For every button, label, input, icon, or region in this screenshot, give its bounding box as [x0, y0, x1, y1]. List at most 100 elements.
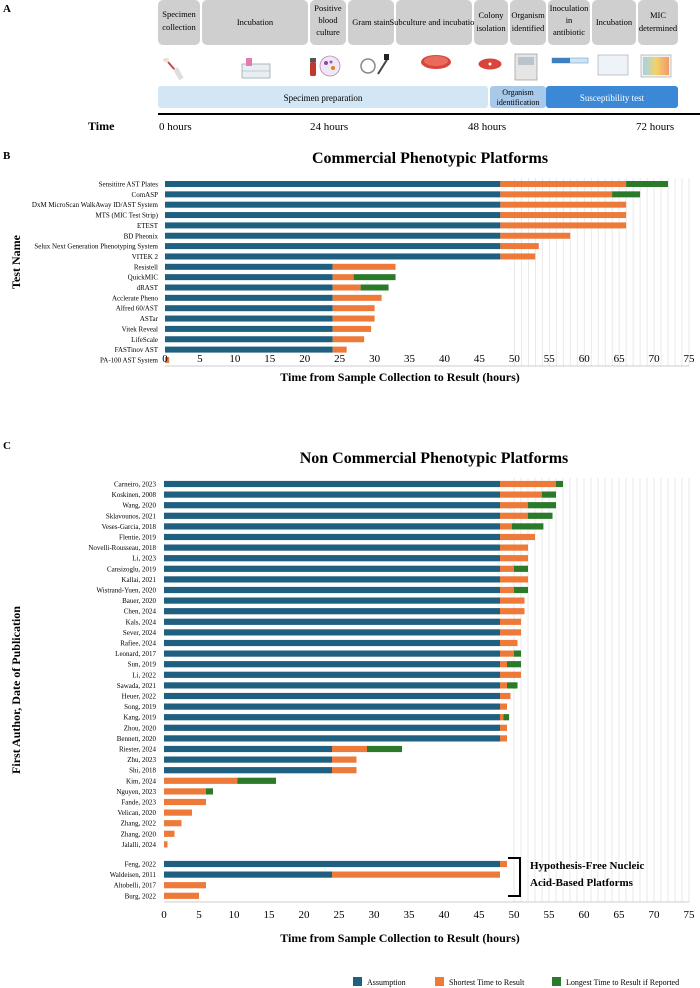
category-label: Leonard, 2017 — [115, 650, 156, 658]
panel-b-label: B — [3, 150, 11, 162]
bar-assumption — [165, 346, 333, 353]
bar-assumption — [165, 336, 333, 343]
category-label: Sklavounos, 2021 — [106, 512, 157, 520]
bar-shortest — [332, 315, 375, 322]
panel-c-label: C — [3, 440, 11, 452]
x-tick-label: 20 — [299, 353, 311, 365]
bar-shortest — [164, 841, 168, 848]
chart-b-ylabel: Test Name — [9, 234, 23, 289]
bar-assumption — [165, 243, 501, 250]
bar-shortest — [332, 263, 396, 270]
x-tick-label: 55 — [544, 353, 556, 365]
bar-shortest — [500, 502, 528, 509]
bar-shortest — [332, 294, 382, 301]
bar-shortest — [500, 639, 518, 647]
x-tick-label: 15 — [264, 909, 276, 921]
category-label: Zhou, 2020 — [124, 724, 157, 732]
bar-shortest — [500, 682, 507, 689]
bar-shortest — [164, 809, 192, 816]
category-label: Vitek Reveal — [122, 325, 158, 333]
x-tick-label: 65 — [614, 909, 626, 921]
bar-shortest — [500, 714, 504, 721]
step-subculture-label: Subculture and incubation — [389, 17, 479, 27]
category-label: Kallai, 2021 — [121, 576, 156, 584]
x-tick-label: 15 — [264, 353, 276, 365]
category-label: Kim, 2024 — [126, 777, 156, 785]
chart-c-xlabel: Time from Sample Collection to Result (h… — [280, 931, 520, 945]
x-tick-label: 60 — [579, 353, 591, 365]
bar-longest — [511, 523, 544, 530]
time-0-hours: 0 hours — [159, 121, 192, 133]
category-label: Velican, 2020 — [118, 809, 157, 817]
step-box-inoculation: Inoculation in antibiotic — [548, 0, 590, 45]
bar-longest — [528, 502, 556, 509]
bar-shortest — [500, 692, 511, 700]
x-tick-label: 10 — [229, 909, 241, 921]
bar-assumption — [164, 480, 500, 488]
category-label: Li, 2022 — [132, 671, 156, 679]
bar-shortest — [500, 555, 528, 562]
step-box-incubation-2: Incubation — [592, 0, 636, 45]
step-box-colony-isolation: Colony isolation — [474, 0, 508, 45]
category-label: ASTar — [140, 315, 159, 323]
chart-c-title: Non Commercial Phenotypic Platforms — [300, 450, 569, 467]
phase-specimen-preparation: Specimen preparation — [158, 86, 488, 108]
bar-assumption — [164, 756, 332, 763]
step-box-specimen-collection: Specimen collection — [158, 0, 200, 45]
gram-stain-icon — [319, 55, 341, 77]
x-tick-label: 30 — [369, 353, 381, 365]
svg-text:Susceptibility test: Susceptibility test — [580, 93, 645, 103]
category-label: ETEST — [137, 222, 159, 230]
bar-assumption — [164, 860, 500, 868]
bar-assumption — [164, 618, 500, 625]
category-label: Fande, 2023 — [121, 799, 156, 807]
bar-assumption — [164, 724, 500, 731]
well-plate-icon — [597, 54, 629, 76]
category-label: Bauer, 2020 — [122, 597, 156, 605]
step-specimen-line1: Specimen — [162, 9, 196, 19]
step-box-positive-blood-culture: Positive blood culture — [310, 0, 346, 45]
bar-shortest — [500, 860, 507, 868]
bar-shortest — [332, 756, 357, 763]
incubator-icon — [241, 58, 271, 79]
panel-a-workflow: A Specimen collection Incubation Positive… — [3, 0, 700, 133]
bar-longest — [556, 480, 563, 488]
bar-assumption — [164, 565, 500, 572]
category-label: DxM MicroScan WalkAway ID/AST System — [32, 201, 159, 209]
bar-assumption — [164, 767, 332, 774]
x-tick-label: 30 — [369, 909, 381, 921]
bar-assumption — [164, 629, 500, 636]
category-label: Carneiro, 2023 — [114, 481, 156, 489]
x-tick-label: 65 — [614, 353, 626, 365]
x-tick-label: 50 — [509, 353, 521, 365]
bar-assumption — [165, 232, 501, 239]
bar-longest — [206, 788, 213, 795]
bar-longest — [528, 512, 553, 519]
microscope-icon — [360, 54, 389, 75]
category-label: Burg, 2022 — [125, 892, 157, 900]
bar-shortest — [500, 671, 521, 678]
bar-longest — [514, 650, 521, 657]
bar-longest — [507, 661, 521, 668]
bar-assumption — [164, 491, 500, 498]
chart-c-tick-labels: 0 5 10 15 20 25 30 35 40 45 50 55 60 65 70 75 — [161, 909, 695, 921]
panel-c-noncommercial-chart: C Non Commercial Phenotypic Platforms Ca… — [3, 440, 695, 945]
category-label: Jalalli, 2024 — [122, 841, 157, 849]
bar-shortest — [500, 586, 514, 594]
category-label: Flentie, 2019 — [119, 534, 156, 542]
bar-shortest — [164, 830, 175, 837]
bar-shortest — [500, 201, 627, 208]
bar-assumption — [165, 222, 501, 229]
step-box-mic-determined: MIC determined — [638, 0, 678, 45]
category-label: Riester, 2024 — [119, 746, 157, 754]
bar-assumption — [164, 661, 500, 668]
bar-assumption — [165, 284, 333, 291]
bar-shortest — [332, 325, 372, 332]
category-label: Wistrand-Yuen, 2020 — [96, 587, 156, 595]
bar-shortest — [500, 491, 542, 498]
chart-b-category-labels: Sensititre AST Plates ComASP DxM MicroScan… — [32, 181, 159, 365]
